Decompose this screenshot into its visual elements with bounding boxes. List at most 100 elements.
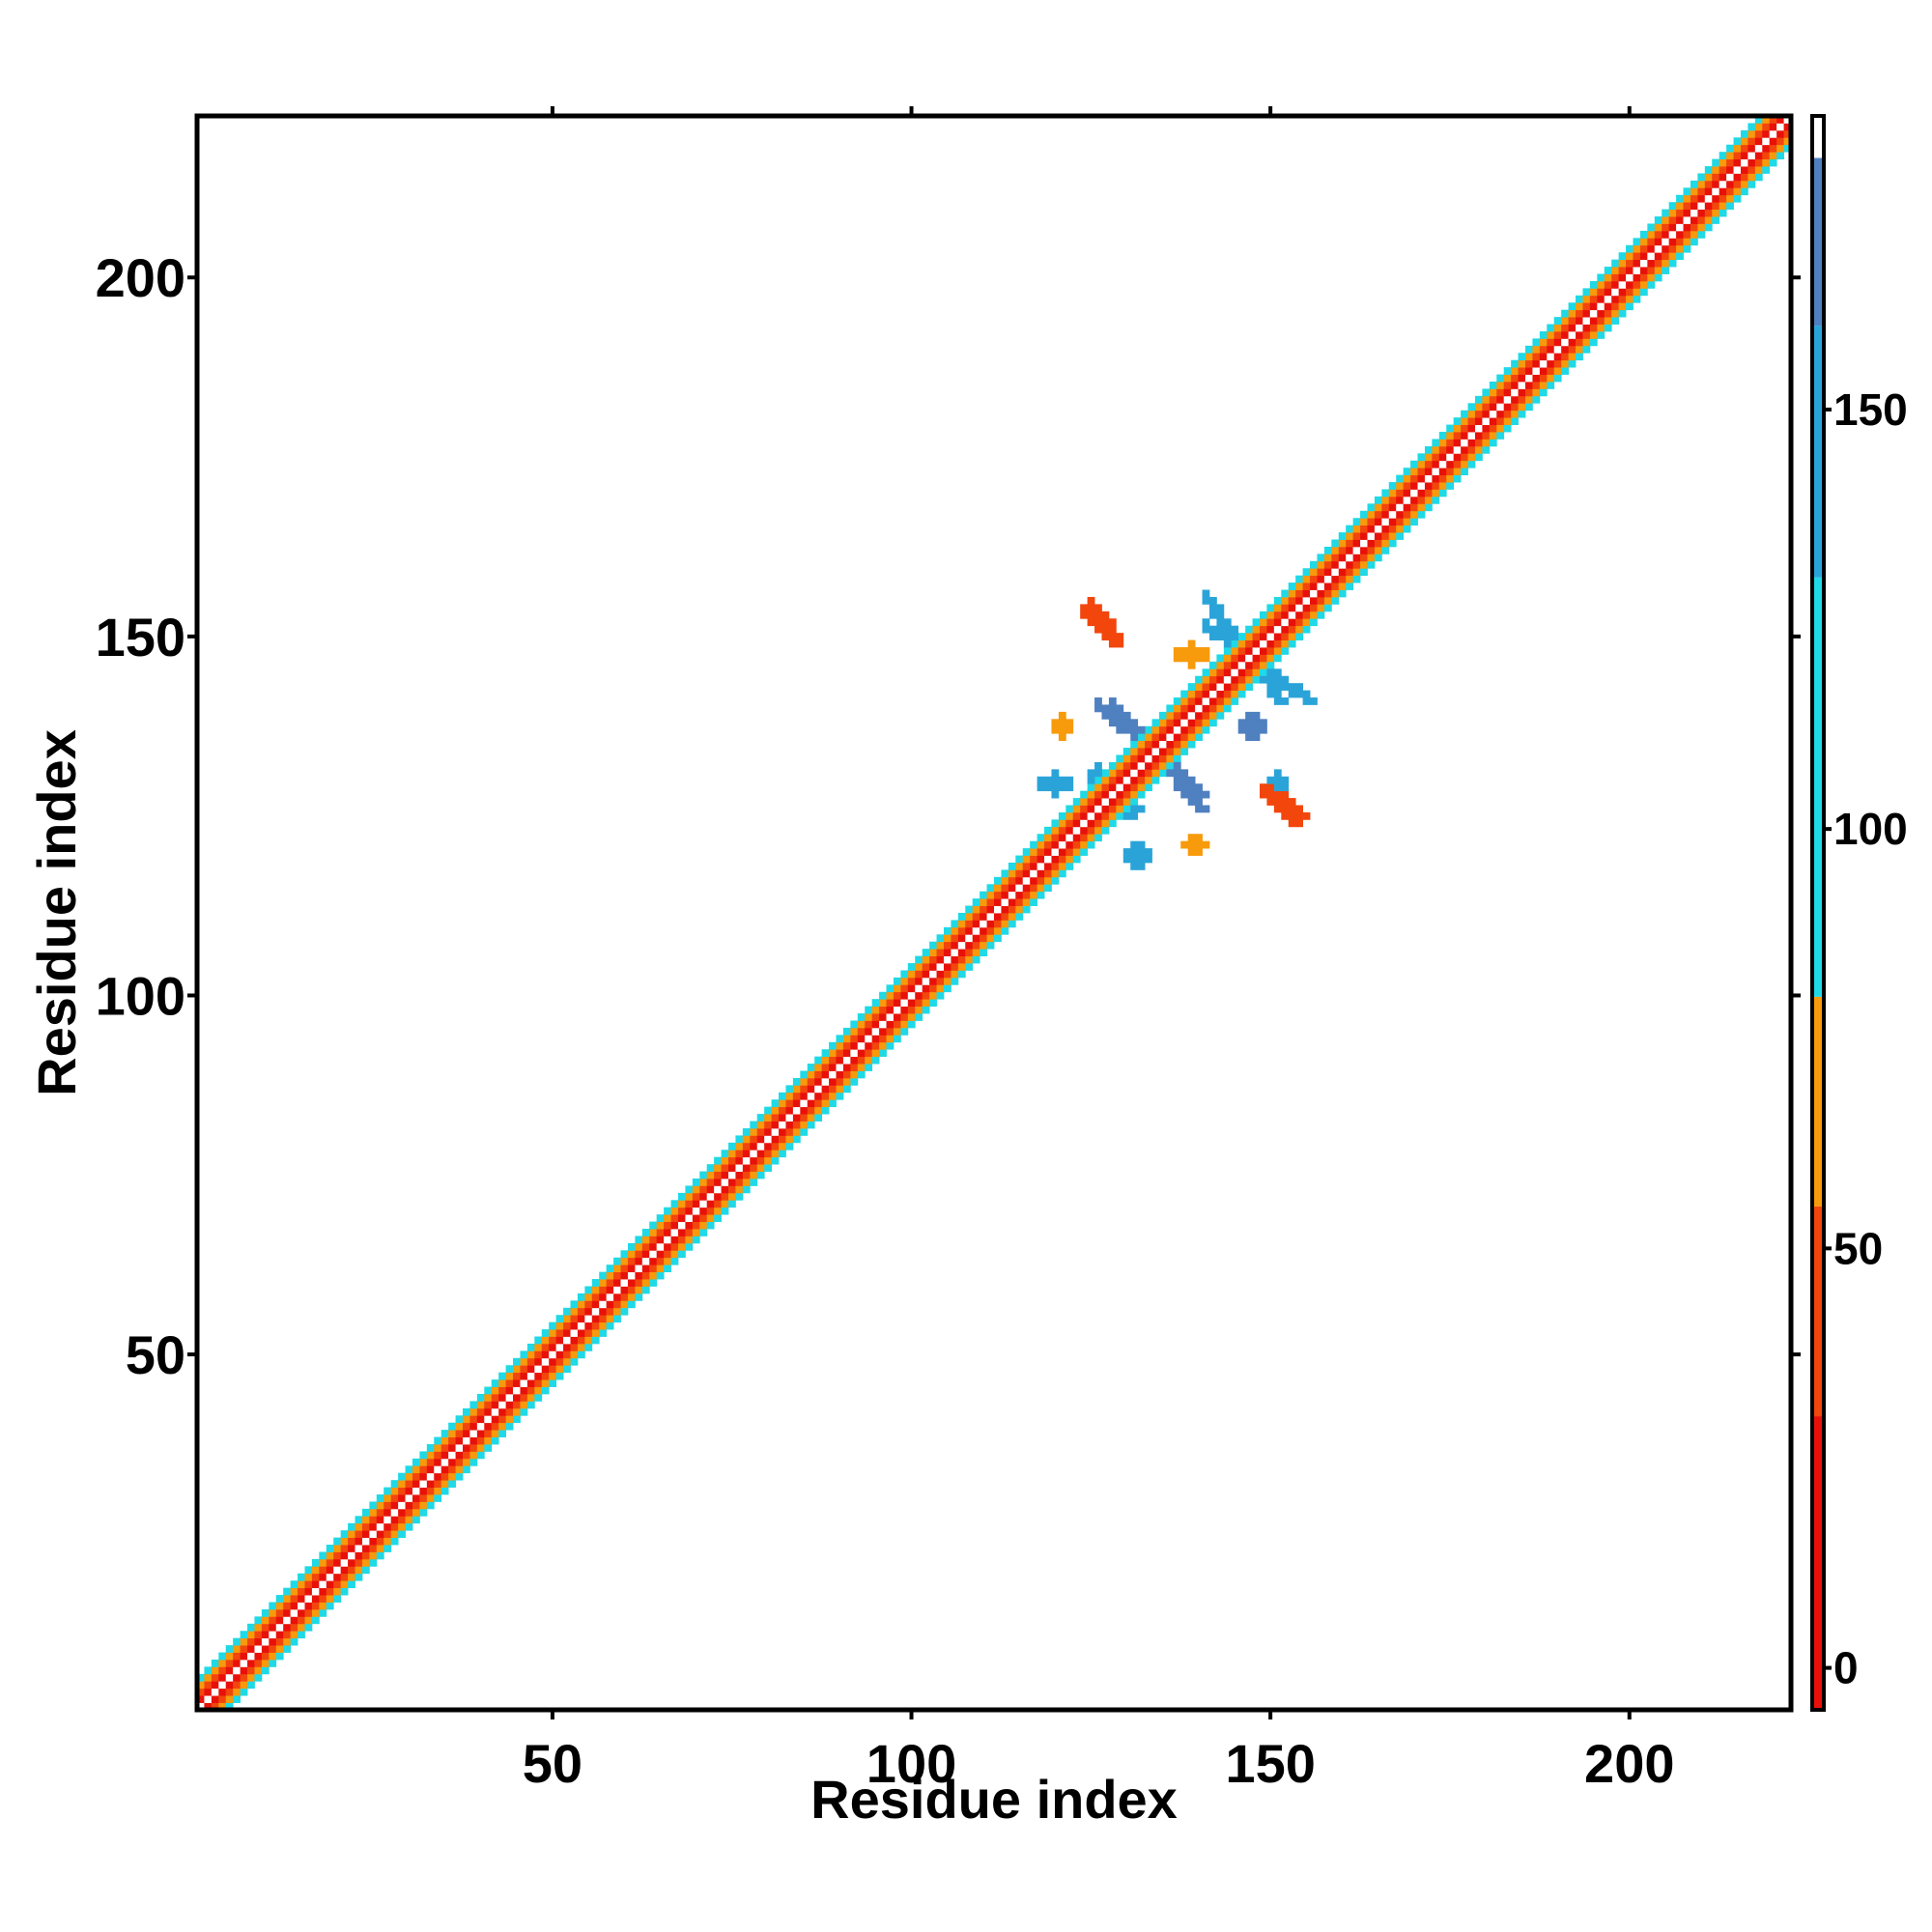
heatmap-cell [1762, 129, 1771, 138]
heatmap-cell [1518, 403, 1526, 412]
heatmap-cell [1754, 129, 1763, 138]
heatmap-cell [1547, 330, 1555, 339]
heatmap-cell [1252, 618, 1261, 627]
heatmap-cell [283, 1595, 292, 1603]
heatmap-cell [1001, 905, 1009, 914]
heatmap-cell [197, 1673, 205, 1682]
heatmap-cell [1568, 338, 1577, 347]
heatmap-cell [1597, 309, 1605, 318]
heatmap-cell [814, 1064, 823, 1071]
heatmap-cell [1489, 395, 1497, 404]
heatmap-cell [1518, 410, 1526, 418]
heatmap-cell [1776, 137, 1784, 146]
heatmap-cell [1281, 790, 1290, 799]
heatmap-cell [1747, 180, 1756, 188]
heatmap-cell [1145, 761, 1152, 770]
heatmap-cell [714, 1200, 722, 1208]
heatmap-cell [1145, 733, 1152, 742]
heatmap-cell [298, 1623, 305, 1632]
heatmap-cell [1553, 330, 1562, 339]
heatmap-cell [750, 1127, 758, 1136]
heatmap-cell [1058, 811, 1066, 820]
heatmap-cell [1511, 403, 1519, 412]
heatmap-cell [233, 1652, 241, 1661]
heatmap-cell [800, 1070, 809, 1079]
heatmap-cell [1388, 496, 1397, 504]
heatmap-cell [641, 1279, 650, 1287]
heatmap-cell [1273, 675, 1282, 684]
heatmap-cell [1453, 460, 1462, 469]
heatmap-cell [225, 1688, 234, 1696]
heatmap-cell [685, 1207, 694, 1215]
heatmap-cell [1137, 855, 1146, 864]
heatmap-cell [275, 1645, 284, 1653]
heatmap-cell [915, 970, 923, 979]
heatmap-cell [986, 884, 995, 893]
heatmap-cell [1381, 525, 1390, 533]
heatmap-cell [1496, 424, 1505, 433]
heatmap-cell [764, 1121, 772, 1129]
heatmap-cell [340, 1545, 349, 1552]
heatmap-cell [254, 1631, 263, 1639]
heatmap-cell [1438, 489, 1447, 497]
heatmap-cell [261, 1608, 270, 1617]
heatmap-cell [750, 1121, 758, 1129]
heatmap-cell [1195, 675, 1203, 684]
heatmap-cell [254, 1645, 263, 1653]
heatmap-cell [1001, 876, 1009, 885]
heatmap-cell [584, 1329, 593, 1337]
heatmap-cell [865, 1035, 873, 1043]
heatmap-cell [929, 963, 937, 971]
heatmap-cell [570, 1300, 579, 1309]
heatmap-cell [1166, 740, 1175, 749]
heatmap-cell [1302, 568, 1311, 577]
heatmap-cell [1058, 783, 1066, 792]
heatmap-cell [699, 1229, 708, 1236]
heatmap-cell [907, 984, 916, 993]
heatmap-cell [613, 1286, 621, 1294]
heatmap-cell [269, 1616, 277, 1625]
heatmap-cell [857, 1070, 866, 1079]
heatmap-cell [1704, 209, 1713, 217]
heatmap-cell [656, 1221, 665, 1230]
heatmap-cell [1231, 625, 1239, 634]
heatmap-cell [756, 1114, 765, 1122]
heatmap-cell [225, 1659, 234, 1667]
heatmap-cell [1101, 633, 1110, 640]
heatmap-cell [1525, 382, 1533, 389]
heatmap-cell [1130, 862, 1139, 870]
heatmap-cell [649, 1250, 658, 1259]
heatmap-cell [333, 1545, 342, 1552]
heatmap-cell [577, 1336, 585, 1345]
heatmap-cell [275, 1652, 284, 1661]
heatmap-cell [807, 1099, 815, 1108]
heatmap-cell [1317, 596, 1325, 605]
heatmap-cell [1273, 783, 1282, 792]
heatmap-cell [1474, 417, 1483, 425]
heatmap-cell [1080, 604, 1089, 612]
heatmap-cell [635, 1293, 643, 1301]
heatmap-cell [1195, 834, 1203, 842]
heatmap-cell [384, 1545, 392, 1552]
heatmap-cell [1553, 367, 1562, 375]
heatmap-cell [850, 1056, 859, 1065]
heatmap-cell [1266, 654, 1275, 663]
heatmap-cell [304, 1602, 313, 1610]
heatmap-cell [1302, 697, 1311, 705]
heatmap-cell [1532, 359, 1541, 368]
heatmap-cell [526, 1343, 535, 1351]
heatmap-cell [1690, 238, 1698, 246]
heatmap-cell [1195, 683, 1203, 691]
heatmap-cell [434, 1480, 442, 1488]
heatmap-cell [1288, 690, 1296, 698]
heatmap-cell [1367, 525, 1376, 533]
heatmap-cell [1208, 611, 1217, 619]
heatmap-cell [269, 1602, 277, 1610]
heatmap-cell [1180, 748, 1189, 755]
heatmap-cell [879, 1041, 887, 1050]
heatmap-cell [641, 1286, 650, 1294]
heatmap-cell [735, 1179, 744, 1186]
heatmap-cell [1173, 711, 1181, 720]
heatmap-cell [570, 1307, 579, 1316]
heatmap-cell [1051, 855, 1060, 864]
